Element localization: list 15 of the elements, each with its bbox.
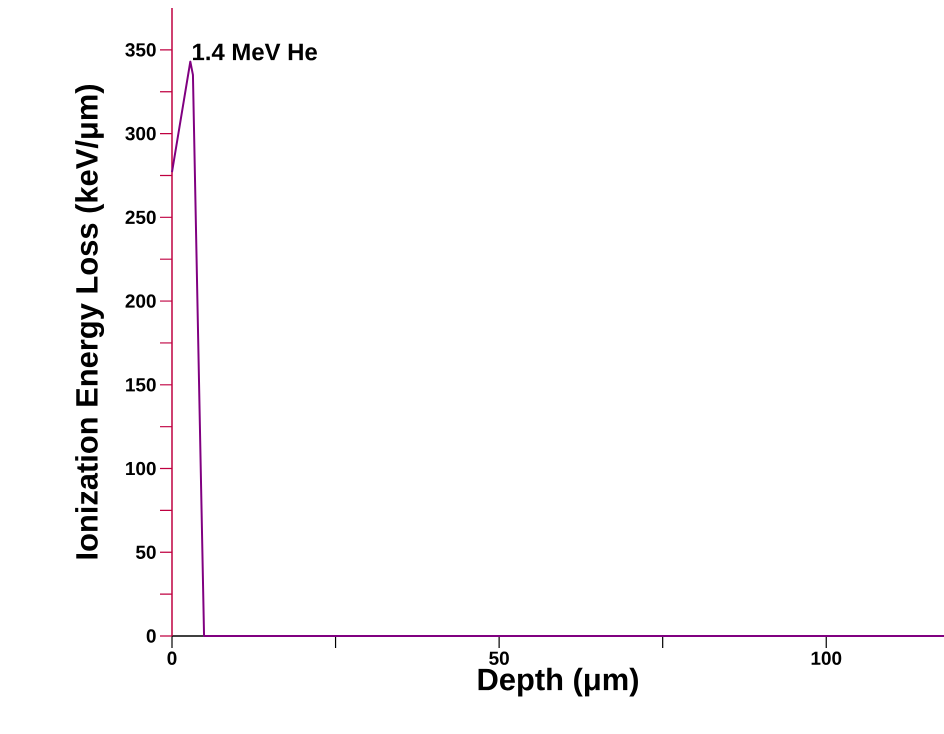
y-tick-label: 50: [136, 546, 156, 559]
y-tick-label: 200: [126, 294, 156, 308]
y-axis-title: Ionization Energy Loss (keV/μm): [75, 84, 104, 558]
y-tick-label: 300: [125, 126, 156, 140]
x-axis-title: Depth (μm): [478, 668, 638, 697]
line-series: [171, 60, 944, 637]
y-tick-label: 100: [126, 462, 156, 476]
x-tick-label: 100: [812, 652, 842, 665]
y-tick-label: 0: [146, 629, 156, 643]
x-tick-label: 0: [167, 652, 176, 665]
y-tick-label: 250: [126, 210, 156, 224]
y-tick-label: 350: [125, 43, 156, 57]
y-tick-label: 150: [126, 378, 156, 392]
series-label: 1.4 MeV He: [193, 44, 317, 60]
x-tick-label: 50: [489, 652, 509, 665]
